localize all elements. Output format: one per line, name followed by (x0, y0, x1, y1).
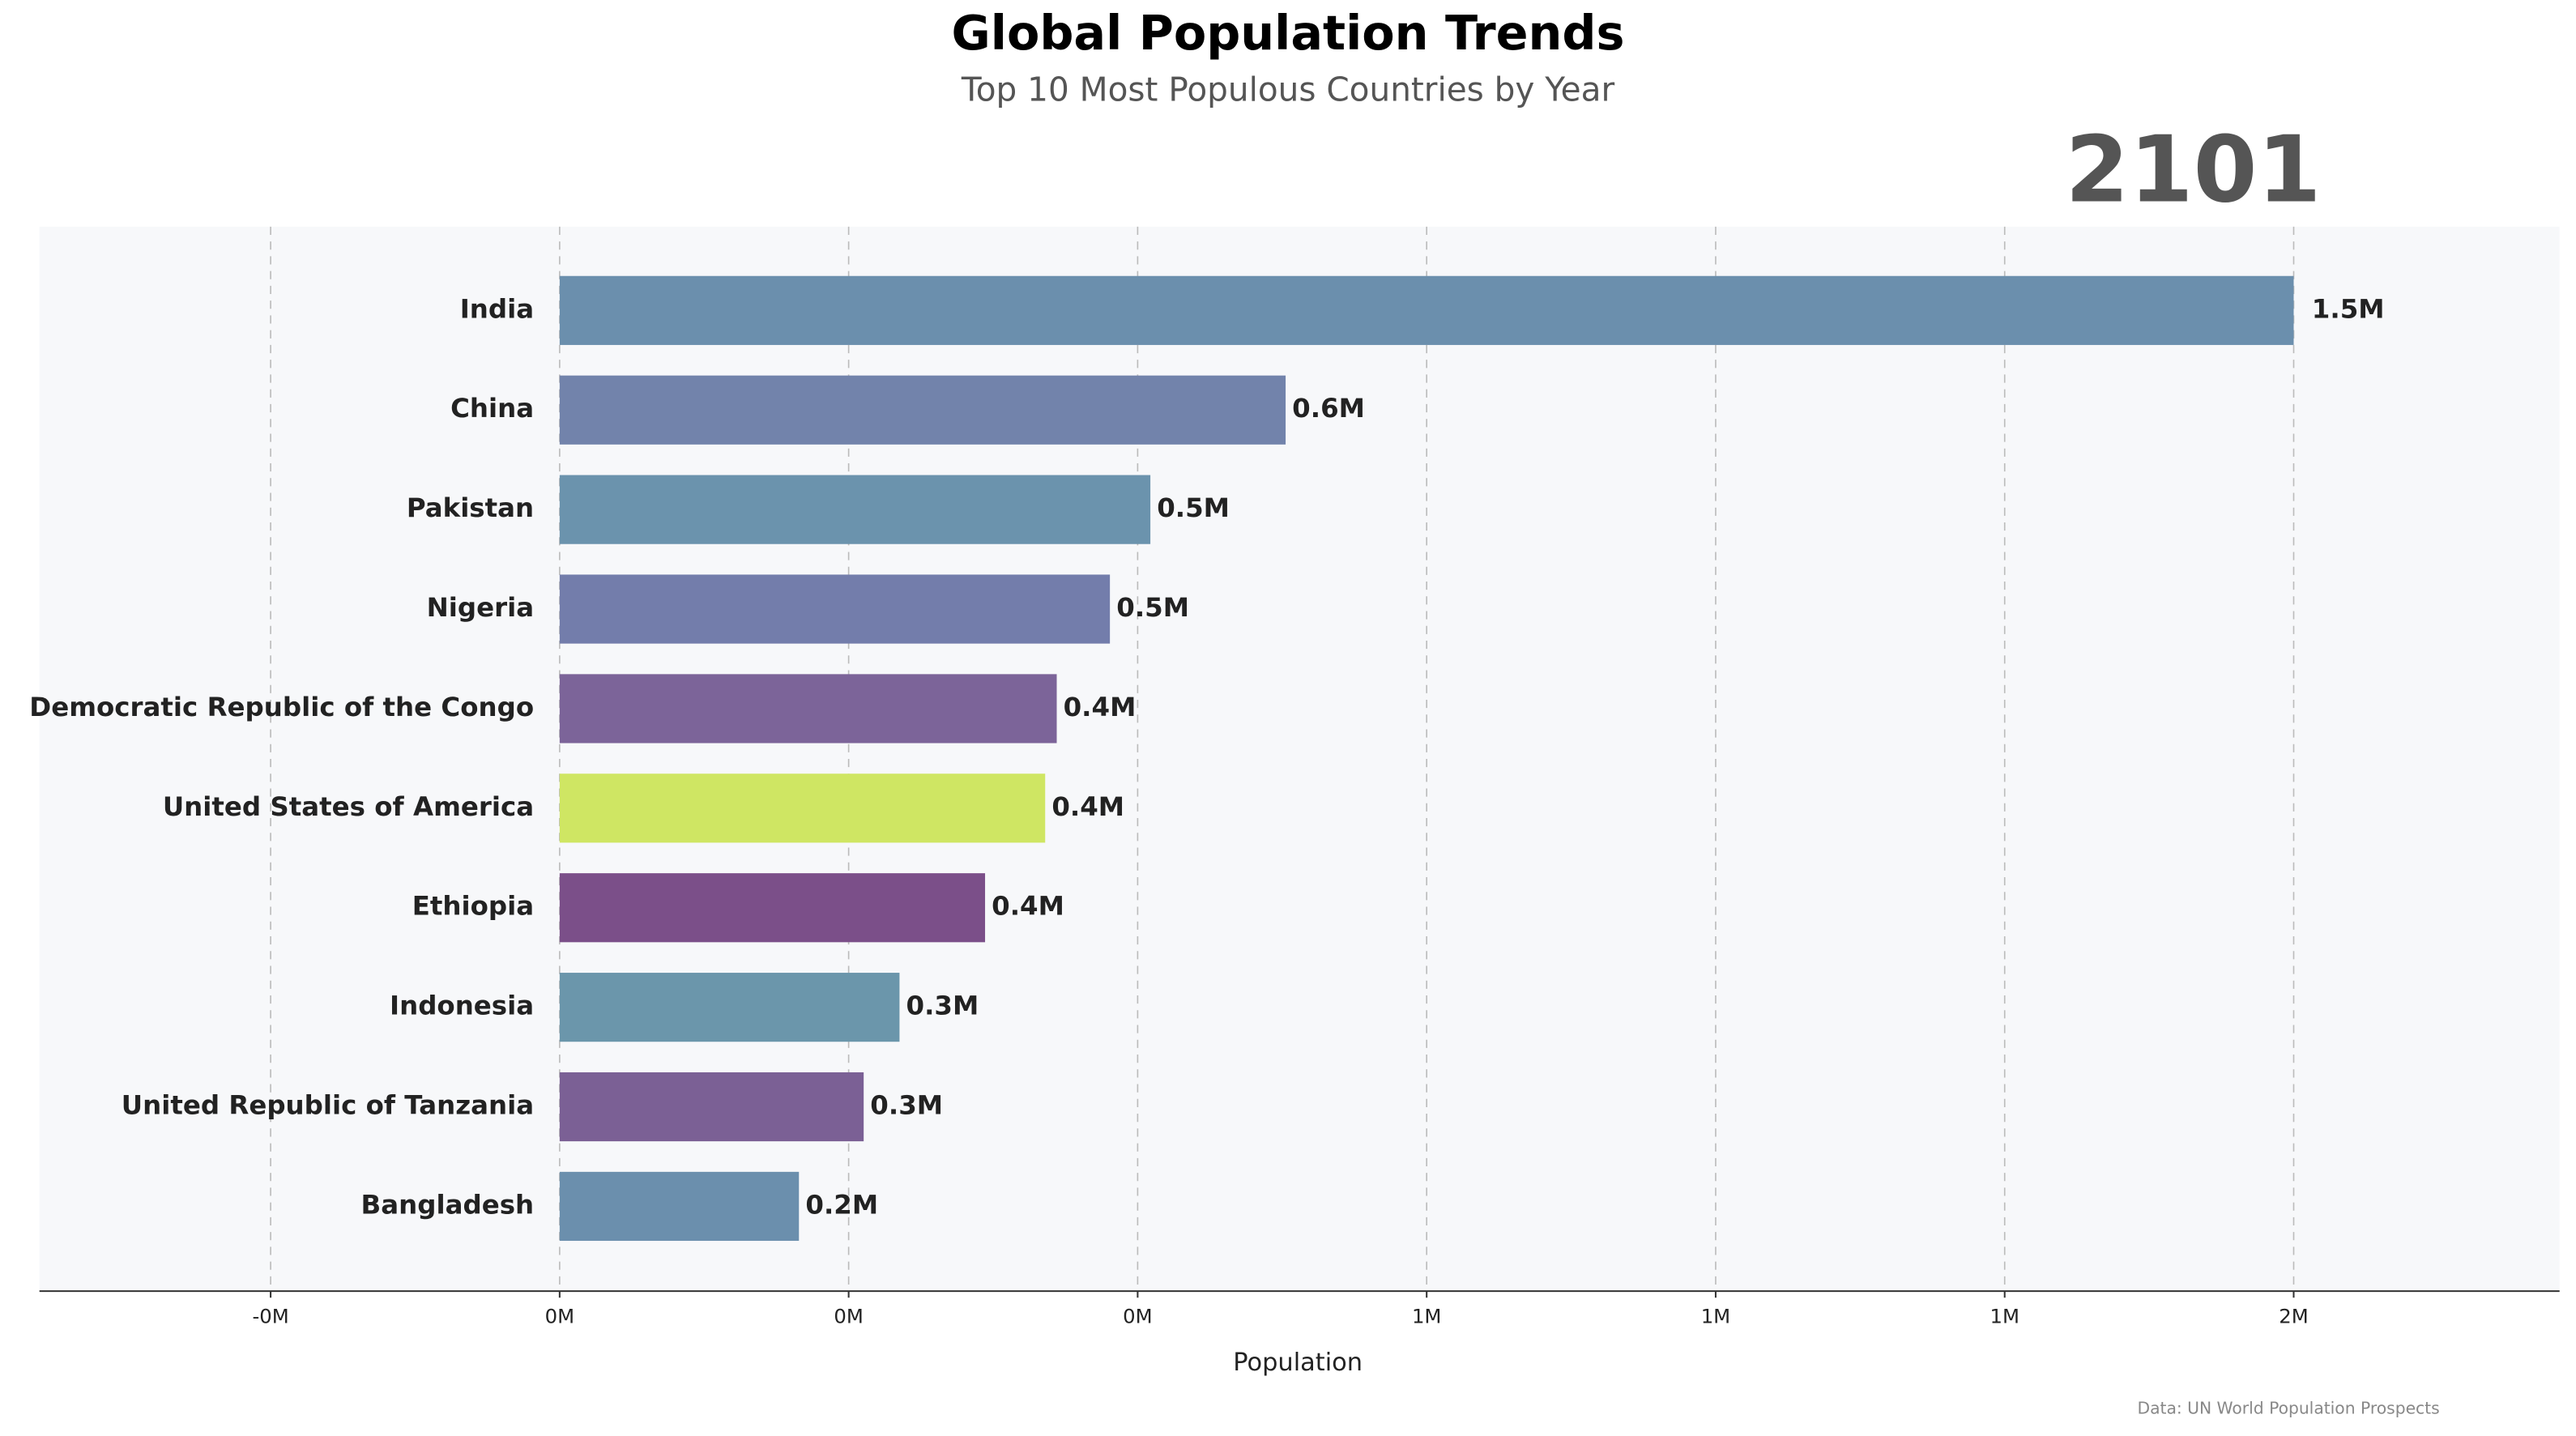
x-tick-label: 0M (545, 1305, 574, 1328)
bar (559, 1072, 864, 1142)
value-label: 0.4M (992, 891, 1064, 922)
category-label: Democratic Republic of the Congo (29, 692, 534, 722)
value-label: 0.4M (1051, 791, 1124, 822)
category-label: Pakistan (407, 492, 534, 523)
chart-subtitle: Top 10 Most Populous Countries by Year (961, 70, 1615, 109)
bar (559, 475, 1151, 544)
bar (559, 674, 1057, 744)
x-tick-label: 1M (1412, 1305, 1441, 1328)
bar (559, 1171, 800, 1242)
category-label: Bangladesh (361, 1189, 535, 1220)
bar (559, 973, 900, 1042)
bar (559, 873, 986, 943)
x-tick-label: 1M (1701, 1305, 1730, 1328)
category-label: United Republic of Tanzania (122, 1090, 534, 1121)
category-label: Indonesia (390, 991, 534, 1021)
source-note: Data: UN World Population Prospects (2137, 1399, 2439, 1418)
x-tick-label: 0M (834, 1305, 863, 1328)
plot-background (39, 226, 2560, 1292)
value-label: 1.5M (2312, 293, 2385, 324)
value-label: 0.3M (906, 991, 979, 1021)
year-label: 2101 (2065, 116, 2321, 223)
bar (559, 574, 1111, 644)
value-label: 0.6M (1292, 393, 1365, 424)
bar (559, 773, 1046, 843)
value-label: 0.2M (805, 1189, 878, 1220)
x-tick-label: 2M (2279, 1305, 2308, 1328)
category-label: India (460, 293, 534, 324)
value-label: 0.4M (1064, 692, 1137, 722)
value-label: 0.5M (1157, 492, 1230, 523)
category-label: United States of America (163, 791, 534, 822)
category-label: China (450, 393, 534, 424)
x-tick-label: 1M (1990, 1305, 2019, 1328)
value-label: 0.5M (1116, 592, 1189, 623)
category-label: Nigeria (427, 592, 535, 623)
chart-title: Global Population Trends (952, 5, 1625, 61)
bar (559, 375, 1286, 445)
category-label: Ethiopia (412, 891, 534, 922)
value-label: 0.3M (870, 1090, 943, 1121)
x-axis-label: Population (1233, 1349, 1363, 1377)
x-tick-label: 0M (1123, 1305, 1152, 1328)
x-tick-label: -0M (252, 1305, 288, 1328)
bar (559, 275, 2294, 345)
